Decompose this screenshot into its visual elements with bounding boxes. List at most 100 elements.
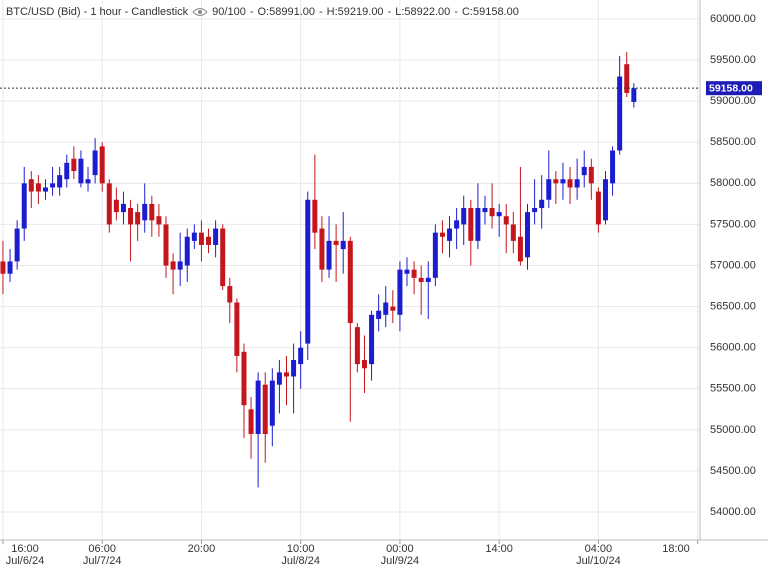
count: 90/100: [212, 6, 246, 18]
candle-body: [184, 236, 190, 266]
candle-body: [425, 277, 431, 282]
candle-body: [581, 166, 587, 176]
candle-body: [496, 212, 502, 217]
x-tick-label: 06:00: [88, 543, 116, 555]
candle-body: [28, 179, 34, 192]
candle-body: [106, 183, 112, 225]
candle-body: [319, 228, 325, 270]
candle-body: [142, 203, 148, 221]
candle-body: [85, 179, 91, 184]
candle-body: [340, 240, 346, 250]
candle-body: [135, 212, 141, 225]
candle-body: [461, 207, 467, 225]
candle-body: [191, 232, 197, 241]
y-tick-label: 55500.00: [710, 383, 756, 395]
candle-body: [390, 306, 396, 311]
x-date-label: Jul/8/24: [281, 555, 320, 567]
candle-body: [347, 240, 353, 324]
candle-body: [128, 207, 134, 225]
candle-body: [113, 199, 119, 213]
candle-body: [35, 183, 41, 192]
x-date-label: Jul/9/24: [381, 555, 420, 567]
candle-body: [50, 183, 56, 188]
eye-icon[interactable]: [192, 7, 208, 17]
candle-body: [213, 228, 219, 245]
candle-body: [170, 261, 176, 270]
candle-body: [269, 380, 275, 426]
candle-body: [0, 261, 6, 274]
y-tick-label: 54000.00: [710, 506, 756, 518]
candle-body: [432, 232, 438, 278]
candle-body: [617, 76, 623, 151]
candle-body: [418, 277, 424, 282]
x-tick-label: 14:00: [485, 543, 513, 555]
candle-body: [305, 199, 311, 344]
candle-body: [255, 380, 261, 434]
candle-body: [383, 302, 389, 315]
candle-body: [610, 150, 616, 184]
y-tick-label: 57000.00: [710, 259, 756, 271]
candle-body: [248, 409, 254, 434]
candle-body: [489, 207, 495, 217]
candle-body: [149, 203, 155, 221]
candle-body: [369, 314, 375, 365]
candle-body: [624, 64, 630, 93]
candle-body: [99, 146, 105, 184]
ohlc-low: L:58922.00: [395, 6, 451, 18]
x-date-label: Jul/10/24: [576, 555, 621, 567]
x-date-label: Jul/7/24: [83, 555, 122, 567]
candle-body: [404, 269, 410, 274]
candle-body: [163, 224, 169, 266]
candle-body: [532, 207, 538, 213]
candle-body: [206, 236, 212, 245]
ohlc-open: O:58991.00: [257, 6, 316, 18]
ohlc-close: C:59158.00: [461, 6, 519, 18]
candle-body: [482, 207, 488, 213]
candle-body: [326, 240, 332, 270]
candle-body: [21, 183, 27, 229]
candle-body: [227, 286, 233, 303]
candle-body: [602, 179, 608, 221]
candle-body: [291, 360, 297, 377]
candle-body: [234, 302, 240, 356]
candle-body: [475, 207, 481, 241]
ohlc-high: H:59219.00: [326, 6, 384, 18]
chart-header: BTC/USD (Bid) - 1 hour - Candlestick 90/…: [6, 6, 519, 18]
x-tick-label: 04:00: [585, 543, 613, 555]
candle-body: [525, 212, 531, 258]
candle-body: [198, 232, 204, 245]
candle-body: [546, 179, 552, 200]
candle-body: [333, 240, 339, 245]
candle-body: [57, 175, 63, 188]
candle-body: [354, 327, 360, 365]
x-tick-label: 16:00: [11, 543, 39, 555]
x-tick-label: 18:00: [662, 543, 690, 555]
candle-body: [78, 158, 84, 184]
candle-body: [283, 372, 289, 377]
candle-body: [447, 228, 453, 241]
y-tick-label: 55000.00: [710, 424, 756, 436]
candle-body: [503, 216, 509, 225]
y-tick-label: 57500.00: [710, 218, 756, 230]
candle-body: [361, 360, 367, 369]
y-tick-label: 58000.00: [710, 177, 756, 189]
candle-body: [64, 162, 70, 180]
candle-body: [92, 150, 98, 176]
candle-body: [595, 191, 601, 225]
candle-body: [454, 220, 460, 229]
candle-body: [71, 158, 77, 172]
candle-body: [156, 216, 162, 225]
candle-body: [553, 179, 559, 184]
candle-body: [241, 351, 247, 406]
y-tick-label: 59500.00: [710, 54, 756, 66]
x-tick-label: 10:00: [287, 543, 315, 555]
y-tick-label: 56000.00: [710, 342, 756, 354]
y-tick-label: 54500.00: [710, 465, 756, 477]
candle-body: [42, 187, 48, 192]
candle-body: [376, 310, 382, 319]
x-date-label: Jul/6/24: [6, 555, 45, 567]
candle-body: [411, 269, 417, 278]
candle-body: [468, 207, 474, 241]
